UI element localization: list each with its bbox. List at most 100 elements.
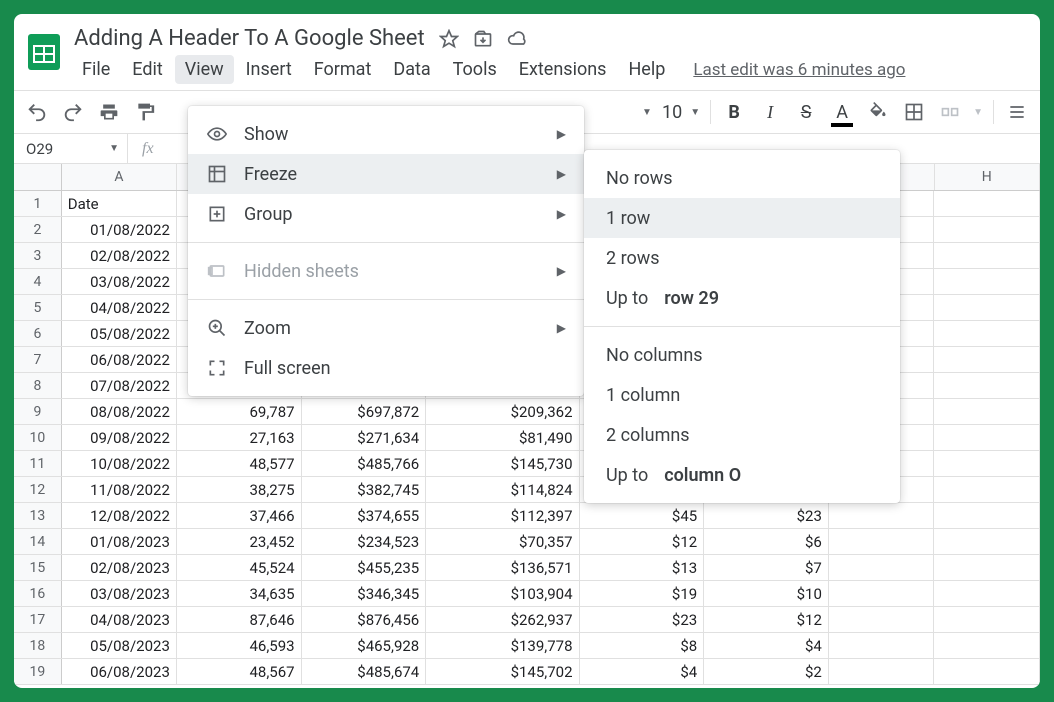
freeze-option[interactable]: 1 column: [584, 375, 900, 415]
cell[interactable]: 06/08/2023: [62, 659, 177, 684]
cell[interactable]: [934, 555, 1040, 580]
cell[interactable]: [934, 633, 1040, 658]
cell[interactable]: $4: [580, 659, 705, 684]
menu-insert[interactable]: Insert: [236, 55, 302, 84]
cell[interactable]: $455,235: [302, 555, 427, 580]
cell[interactable]: 69,787: [177, 399, 302, 424]
row-header[interactable]: 16: [14, 581, 62, 606]
cell[interactable]: [934, 581, 1040, 606]
cell[interactable]: 23,452: [177, 529, 302, 554]
cell[interactable]: 02/08/2022: [62, 243, 177, 268]
row-header[interactable]: 14: [14, 529, 62, 554]
cell[interactable]: 87,646: [177, 607, 302, 632]
view-menu-show[interactable]: Show▶: [188, 114, 584, 154]
sheets-logo[interactable]: [22, 22, 66, 82]
italic-button[interactable]: I: [757, 99, 783, 125]
cell[interactable]: 02/08/2023: [62, 555, 177, 580]
cell[interactable]: 07/08/2022: [62, 373, 177, 398]
cell[interactable]: $45: [580, 503, 705, 528]
freeze-option[interactable]: Up to row 29: [584, 278, 900, 318]
cell[interactable]: 37,466: [177, 503, 302, 528]
font-size-selector[interactable]: 10 ▼: [662, 102, 700, 123]
freeze-option[interactable]: 1 row: [584, 198, 900, 238]
cell[interactable]: $114,824: [426, 477, 579, 502]
cell[interactable]: $697,872: [302, 399, 427, 424]
cell[interactable]: [829, 529, 935, 554]
cell[interactable]: $145,730: [426, 451, 579, 476]
cell[interactable]: $19: [580, 581, 705, 606]
cell[interactable]: Date: [62, 191, 177, 216]
last-edit-link[interactable]: Last edit was 6 minutes ago: [693, 60, 905, 80]
cell[interactable]: $346,345: [302, 581, 427, 606]
cell[interactable]: $271,634: [302, 425, 427, 450]
move-icon[interactable]: [473, 29, 493, 49]
menu-extensions[interactable]: Extensions: [509, 55, 617, 84]
cell[interactable]: $234,523: [302, 529, 427, 554]
cell[interactable]: 01/08/2022: [62, 217, 177, 242]
menu-data[interactable]: Data: [383, 55, 440, 84]
cell[interactable]: 27,163: [177, 425, 302, 450]
cell[interactable]: 46,593: [177, 633, 302, 658]
menu-format[interactable]: Format: [304, 55, 382, 84]
freeze-option[interactable]: Up to column O: [584, 455, 900, 495]
cell[interactable]: [934, 191, 1040, 216]
cell[interactable]: $112,397: [426, 503, 579, 528]
cell[interactable]: 12/08/2022: [62, 503, 177, 528]
cell[interactable]: [934, 503, 1040, 528]
row-header[interactable]: 10: [14, 425, 62, 450]
select-all-corner[interactable]: [14, 164, 62, 190]
row-header[interactable]: 9: [14, 399, 62, 424]
print-button[interactable]: [96, 99, 122, 125]
row-header[interactable]: 7: [14, 347, 62, 372]
cell[interactable]: [934, 217, 1040, 242]
row-header[interactable]: 5: [14, 295, 62, 320]
cell[interactable]: $70,357: [426, 529, 579, 554]
freeze-option[interactable]: No rows: [584, 158, 900, 198]
row-header[interactable]: 3: [14, 243, 62, 268]
cell[interactable]: [934, 295, 1040, 320]
cell[interactable]: 01/08/2023: [62, 529, 177, 554]
row-header[interactable]: 17: [14, 607, 62, 632]
fill-color-button[interactable]: [865, 99, 891, 125]
align-button[interactable]: [1004, 99, 1030, 125]
cell[interactable]: [934, 399, 1040, 424]
cell[interactable]: 48,577: [177, 451, 302, 476]
cell[interactable]: $374,655: [302, 503, 427, 528]
cell[interactable]: 04/08/2022: [62, 295, 177, 320]
column-header[interactable]: A: [62, 164, 177, 190]
view-menu-zoom[interactable]: Zoom▶: [188, 308, 584, 348]
cell[interactable]: 34,635: [177, 581, 302, 606]
row-header[interactable]: 18: [14, 633, 62, 658]
cell[interactable]: [934, 607, 1040, 632]
dropdown-caret[interactable]: ▼: [642, 107, 652, 118]
row-header[interactable]: 19: [14, 659, 62, 684]
star-icon[interactable]: [439, 29, 459, 49]
cell[interactable]: [934, 269, 1040, 294]
document-title[interactable]: Adding A Header To A Google Sheet: [74, 26, 425, 51]
menu-view[interactable]: View: [175, 55, 234, 84]
text-color-button[interactable]: A: [829, 99, 855, 125]
cell[interactable]: [829, 555, 935, 580]
cell[interactable]: $139,778: [426, 633, 579, 658]
menu-help[interactable]: Help: [618, 55, 675, 84]
cell[interactable]: [829, 503, 935, 528]
cell[interactable]: [829, 633, 935, 658]
view-menu-freeze[interactable]: Freeze▶: [188, 154, 584, 194]
menu-file[interactable]: File: [72, 55, 120, 84]
cell[interactable]: 03/08/2023: [62, 581, 177, 606]
merge-caret[interactable]: ▼: [973, 107, 983, 118]
freeze-option[interactable]: No columns: [584, 335, 900, 375]
freeze-option[interactable]: 2 rows: [584, 238, 900, 278]
cell[interactable]: $4: [704, 633, 829, 658]
cell[interactable]: [934, 321, 1040, 346]
row-header[interactable]: 6: [14, 321, 62, 346]
undo-button[interactable]: [24, 99, 50, 125]
cell[interactable]: $485,766: [302, 451, 427, 476]
cell[interactable]: 48,567: [177, 659, 302, 684]
cell[interactable]: [934, 243, 1040, 268]
bold-button[interactable]: B: [721, 99, 747, 125]
redo-button[interactable]: [60, 99, 86, 125]
cell[interactable]: $465,928: [302, 633, 427, 658]
strikethrough-button[interactable]: S: [793, 99, 819, 125]
cell[interactable]: $23: [704, 503, 829, 528]
